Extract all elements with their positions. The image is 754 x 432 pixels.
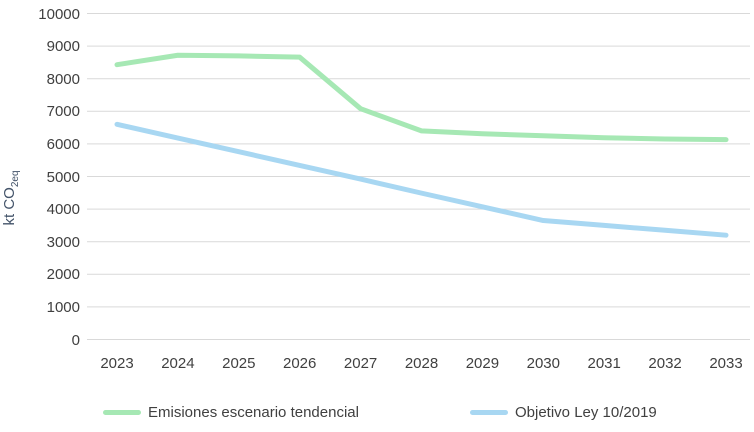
line-series-0 — [114, 52, 729, 143]
y-axis-title-subscript: 2eq — [10, 170, 21, 188]
x-tick-label: 2031 — [587, 355, 621, 372]
y-tick-label: 1000 — [46, 298, 80, 316]
y-tick-label: 5000 — [46, 168, 80, 186]
x-tick-label: 2028 — [404, 355, 439, 372]
y-axis-title: kt CO2eq — [1, 133, 21, 263]
x-tick-label: 2030 — [526, 355, 560, 372]
legend-item-emisiones: Emisiones escenario tendencial — [103, 401, 359, 423]
line-series-1 — [114, 121, 729, 238]
legend: Emisiones escenario tendencial Objetivo … — [0, 401, 754, 423]
y-tick-label: 8000 — [46, 70, 80, 88]
x-tick-label: 2025 — [222, 355, 256, 372]
y-axis-title-text: kt CO — [1, 187, 18, 226]
y-tick-label: 0 — [71, 331, 80, 349]
x-tick-label: 2024 — [161, 355, 195, 372]
legend-line-marker-blue — [470, 409, 508, 415]
legend-line-marker-green — [103, 409, 141, 415]
x-tick-label: 2027 — [343, 355, 378, 372]
x-tick-label: 2033 — [709, 355, 743, 372]
y-tick-label: 4000 — [46, 201, 80, 219]
y-tick-label: 7000 — [46, 103, 80, 121]
x-tick-label: 2029 — [465, 355, 500, 372]
legend-item-objetivo: Objetivo Ley 10/2019 — [470, 401, 657, 423]
x-tick-label: 2023 — [100, 355, 134, 372]
legend-label-objetivo: Objetivo Ley 10/2019 — [515, 403, 657, 421]
y-tick-label: 9000 — [46, 38, 80, 56]
y-tick-label: 3000 — [46, 233, 80, 251]
y-tick-label: 10000 — [38, 5, 80, 23]
x-tick-label: 2026 — [283, 355, 317, 372]
y-tick-label: 2000 — [46, 266, 80, 284]
legend-label-emisiones: Emisiones escenario tendencial — [148, 403, 359, 421]
x-tick-label: 2032 — [648, 355, 682, 372]
y-tick-label: 6000 — [46, 135, 80, 153]
